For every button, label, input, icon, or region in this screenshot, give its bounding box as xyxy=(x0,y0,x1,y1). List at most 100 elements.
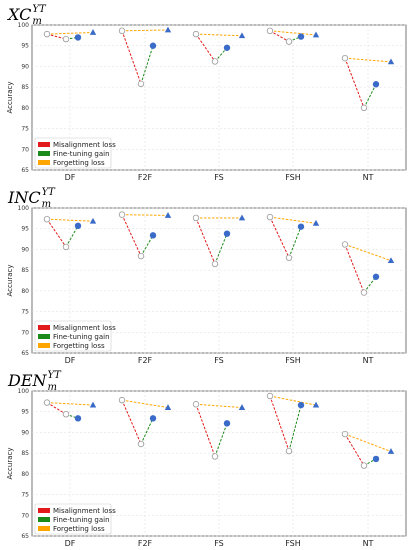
misaligned-point xyxy=(285,254,293,261)
misalignment-loss-line xyxy=(344,433,365,466)
y-tick-label: 70 xyxy=(21,329,29,336)
legend-swatch xyxy=(38,334,50,339)
misaligned-point xyxy=(211,453,219,460)
misaligned-point xyxy=(137,440,145,448)
x-category-label: F2F xyxy=(138,539,153,548)
forgetting-point xyxy=(387,257,395,264)
start-point xyxy=(266,213,274,221)
x-category-label: FSH xyxy=(285,356,301,365)
fine-tuned-point xyxy=(372,273,380,280)
fine-tuning-gain-line xyxy=(65,225,79,248)
legend-entry: Misalignment loss xyxy=(53,507,116,515)
data-group-F2F xyxy=(118,26,172,88)
start-point xyxy=(341,430,349,438)
misalignment-loss-line xyxy=(195,217,216,265)
y-tick-label: 70 xyxy=(21,146,29,153)
y-tick-label: 80 xyxy=(21,105,29,112)
legend-swatch xyxy=(38,517,50,522)
forgetting-point xyxy=(238,404,246,410)
fine-tuned-point xyxy=(297,223,305,230)
misaligned-point xyxy=(360,104,368,112)
fine-tuned-point xyxy=(297,33,305,40)
y-axis-label: Accuracy xyxy=(6,448,14,480)
misalignment-loss-line xyxy=(46,218,67,248)
forgetting-loss-line xyxy=(344,57,392,63)
misalignment-loss-line xyxy=(46,33,67,40)
x-category-label: DF xyxy=(65,356,76,365)
y-tick-label: 100 xyxy=(18,388,30,395)
fine-tuned-point xyxy=(74,415,82,422)
panel-title-subscript: m xyxy=(42,199,51,210)
y-axis-label: Accuracy xyxy=(6,82,14,114)
misalignment-loss-line xyxy=(121,214,142,257)
fine-tuned-point xyxy=(74,34,82,41)
fine-tuning-gain-line xyxy=(214,233,228,265)
misalignment-loss-line xyxy=(269,395,290,452)
misalignment-loss-line xyxy=(344,244,365,293)
fine-tuning-gain-line xyxy=(363,276,377,293)
panel-title-superscript: YT xyxy=(48,370,63,381)
forgetting-point xyxy=(312,31,320,38)
y-tick-label: 100 xyxy=(18,22,30,29)
y-tick-label: 65 xyxy=(21,533,29,540)
chart-panel-3: DEN YTm 65 70 75 80 85 90 95 100 DF F2F FS FSH NT Accur… xyxy=(6,370,407,548)
y-tick-label: 65 xyxy=(21,167,29,174)
y-tick-label: 70 xyxy=(21,512,29,519)
chart-panel-1: XC YTm 65 70 75 80 85 90 95 100 DF F2F FS FSH NT Accura… xyxy=(6,4,407,182)
y-tick-label: 90 xyxy=(21,429,29,436)
data-group-DF xyxy=(43,215,97,251)
fine-tuning-gain-line xyxy=(140,45,154,84)
data-group-FS xyxy=(192,30,246,65)
x-category-label: NT xyxy=(363,356,374,365)
fine-tuning-gain-line xyxy=(214,423,228,457)
fine-tuned-point xyxy=(223,44,231,51)
y-tick-label: 95 xyxy=(21,409,29,416)
data-group-FS xyxy=(192,401,246,460)
start-point xyxy=(43,215,51,223)
data-group-FS xyxy=(192,214,246,268)
x-category-label: DF xyxy=(65,173,76,182)
fine-tuned-point xyxy=(149,415,157,422)
y-tick-label: 85 xyxy=(21,84,29,91)
panel-title-base: INC xyxy=(7,188,41,207)
forgetting-loss-line xyxy=(344,243,392,262)
misalignment-loss-line xyxy=(195,33,216,62)
fine-tuned-point xyxy=(149,42,157,49)
legend-entry: Misalignment loss xyxy=(53,141,116,149)
x-category-label: FS xyxy=(214,539,224,548)
fine-tuning-gain-line xyxy=(288,226,302,258)
start-point xyxy=(266,27,274,34)
panel-title: XC YTm xyxy=(6,4,47,27)
fine-tuning-gain-line xyxy=(140,418,154,445)
legend-swatch xyxy=(38,343,50,348)
data-group-NT xyxy=(341,241,395,296)
forgetting-point xyxy=(164,212,172,218)
start-point xyxy=(266,392,274,400)
fine-tuned-point xyxy=(223,420,231,427)
fine-tuned-point xyxy=(372,81,380,88)
legend-entry: Fine-tuning gain xyxy=(53,516,110,524)
forgetting-point xyxy=(387,58,395,65)
x-category-label: F2F xyxy=(138,173,153,182)
forgetting-loss-line xyxy=(195,33,243,37)
misalignment-loss-line xyxy=(195,404,216,457)
x-category-label: NT xyxy=(363,173,374,182)
x-category-label: F2F xyxy=(138,356,153,365)
chart-panel-2: INC YTm 65 70 75 80 85 90 95 100 DF F2F FS FSH NT Accur… xyxy=(6,187,407,365)
legend-swatch xyxy=(38,160,50,165)
fine-tuned-point xyxy=(74,222,82,230)
y-axis-label: Accuracy xyxy=(6,265,14,297)
x-category-label: FS xyxy=(214,356,224,365)
forgetting-point xyxy=(238,32,246,39)
start-point xyxy=(43,30,51,38)
misaligned-point xyxy=(211,58,219,65)
y-tick-label: 90 xyxy=(21,246,29,253)
start-point xyxy=(118,27,126,34)
misaligned-point xyxy=(137,252,145,260)
start-point xyxy=(341,54,349,62)
start-point xyxy=(192,401,200,408)
y-tick-label: 95 xyxy=(21,226,29,233)
x-category-label: NT xyxy=(363,539,374,548)
data-group-NT xyxy=(341,54,395,112)
